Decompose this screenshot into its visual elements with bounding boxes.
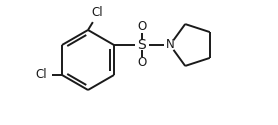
Text: Cl: Cl [35, 68, 47, 82]
Text: O: O [137, 20, 147, 34]
Text: O: O [137, 56, 147, 70]
Text: Cl: Cl [91, 6, 103, 18]
Text: S: S [138, 38, 146, 52]
Text: N: N [166, 38, 174, 52]
